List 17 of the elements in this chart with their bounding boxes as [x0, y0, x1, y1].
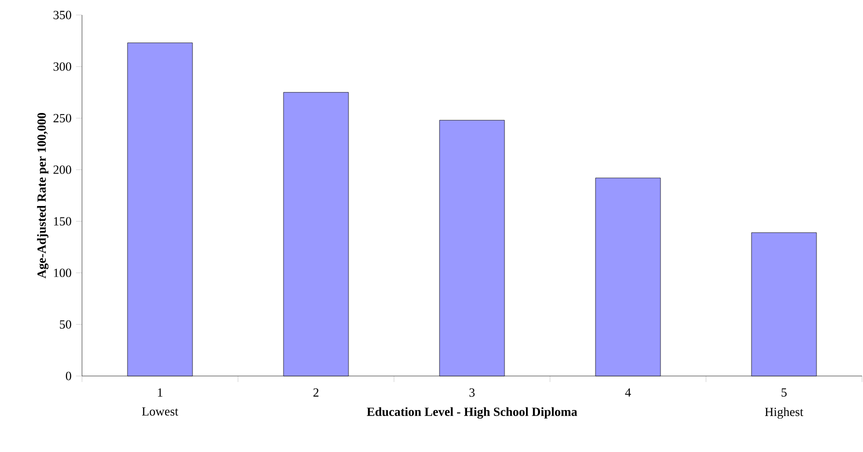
- y-tick-label: 50: [60, 320, 72, 329]
- y-axis-title: Age-Adjusted Rate per 100,000: [37, 112, 48, 278]
- y-tick-label: 350: [54, 10, 72, 20]
- y-tick-label: 250: [54, 114, 72, 122]
- y-tick-label: 150: [54, 217, 72, 226]
- y-tick-label: 0: [66, 372, 72, 380]
- x-axis-title: Education Level - High School Diploma: [366, 407, 578, 419]
- y-tick-label: 300: [54, 62, 72, 71]
- x-tick-label: 3: [469, 388, 475, 397]
- y-tick-label: 200: [54, 166, 72, 174]
- x-tick-label: 2: [313, 388, 318, 397]
- y-tick-label: 100: [54, 268, 72, 278]
- x-tick-label: 4: [625, 388, 631, 397]
- text: Highest: [764, 407, 804, 419]
- x-tick-label: 1: [158, 388, 162, 397]
- x-tick-label: 5: [782, 388, 787, 397]
- text: Lowest: [142, 407, 178, 416]
